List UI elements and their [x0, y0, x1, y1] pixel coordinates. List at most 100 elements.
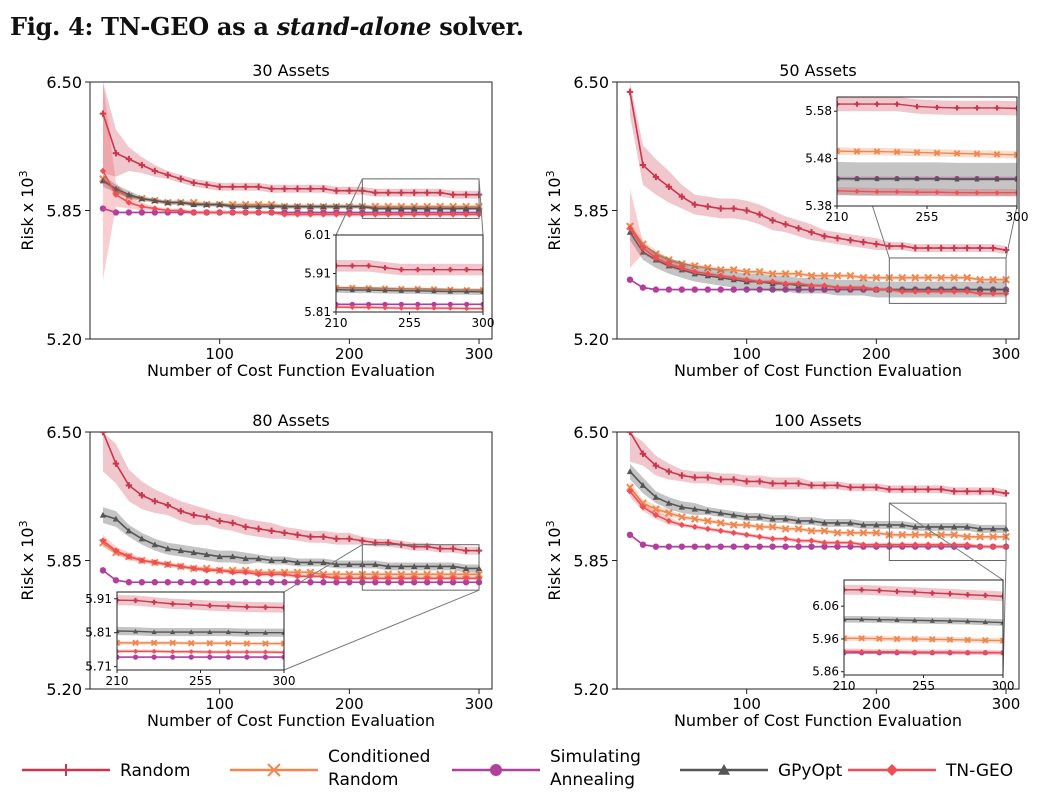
inset-point-random: [974, 105, 980, 111]
main-point-random: [769, 480, 776, 487]
main-point-tn-geo: [436, 211, 444, 218]
legend-marker: [490, 764, 502, 776]
inset-band-random: [336, 260, 483, 276]
main-point-tn-geo: [242, 209, 249, 216]
inset-point-random: [244, 604, 250, 610]
main-point-tn-geo: [138, 203, 146, 210]
inset-plot-area: [843, 579, 1004, 676]
inset-point-tn-geo: [1014, 190, 1017, 196]
main-point-conditioned-random: [833, 271, 842, 280]
inset-point-random: [994, 105, 1000, 111]
inset-x-tick-label: 300: [1006, 210, 1029, 224]
legend-label: TN-GEO: [945, 761, 1013, 781]
main-point-conditioned-random: [859, 273, 868, 282]
inset-point-gpyopt: [965, 618, 971, 624]
main-point-random: [808, 229, 815, 236]
main-point-random: [436, 189, 444, 196]
inset-series-group: [117, 595, 284, 660]
zoom-connector: [478, 178, 484, 236]
inset-line-gpyopt: [336, 288, 483, 293]
inset-point-gpyopt: [947, 618, 953, 624]
x-tick-label: 100: [732, 345, 761, 363]
main-point-conditioned-random: [820, 526, 829, 535]
main-point-gpyopt: [769, 515, 776, 522]
x-tick-label: 200: [335, 345, 364, 363]
main-band-random: [102, 432, 480, 555]
main-point-gpyopt: [320, 559, 327, 566]
main-point-simulating-annealing: [99, 205, 107, 212]
main-point-gpyopt: [281, 557, 288, 564]
main-point-simulating-annealing: [462, 579, 470, 586]
main-point-random: [294, 531, 301, 538]
inset-point-conditioned-random: [1013, 151, 1017, 159]
inset-y-tick-label: 5.71: [85, 660, 112, 674]
main-point-gpyopt: [410, 563, 418, 569]
main-point-gpyopt: [307, 203, 314, 210]
main-point-random: [937, 244, 945, 252]
inset-point-gpyopt: [894, 617, 900, 623]
figure-title: Fig. 4: TN-GEO as a stand-alone solver.: [10, 12, 524, 41]
main-point-simulating-annealing: [756, 543, 763, 550]
main-point-gpyopt: [255, 203, 262, 210]
main-point-random: [125, 482, 133, 489]
inset-x-tick-label: 210: [826, 210, 849, 224]
main-point-random: [281, 529, 288, 537]
figure-title-emphasis: stand-alone: [276, 12, 432, 41]
main-point-simulating-annealing: [138, 579, 146, 586]
main-point-gpyopt: [847, 519, 854, 526]
inset-point-conditioned-random: [837, 147, 841, 155]
inset-point-random: [464, 267, 470, 273]
inset-point-tn-geo: [934, 189, 940, 195]
inset-point-tn-geo: [912, 649, 918, 655]
inset-point-random: [874, 101, 880, 107]
inset-y-tick-label: 5.91: [304, 267, 331, 281]
main-point-random: [717, 205, 724, 212]
inset-point-random: [382, 265, 388, 271]
main-line-gpyopt: [102, 514, 480, 570]
inset-point-random: [876, 587, 882, 594]
main-point-simulating-annealing: [730, 286, 737, 293]
main-point-conditioned-random: [345, 570, 354, 579]
main-point-random: [190, 511, 197, 519]
inset-point-conditioned-random: [117, 639, 121, 647]
inset-point-tn-geo: [336, 304, 339, 310]
main-point-random: [639, 450, 647, 457]
inset-point-simulating-annealing: [415, 301, 421, 307]
main-point-random: [782, 221, 789, 228]
main-point-random: [950, 244, 958, 252]
main-point-conditioned-random: [989, 532, 997, 541]
inset-point-random: [914, 103, 920, 110]
main-point-gpyopt: [177, 199, 184, 206]
main-point-random: [203, 513, 210, 521]
main-point-simulating-annealing: [151, 209, 159, 216]
main-point-gpyopt: [626, 468, 634, 475]
main-point-random: [177, 175, 184, 183]
inset-point-conditioned-random: [150, 639, 158, 647]
main-point-tn-geo: [665, 517, 673, 525]
legend-label-line: Random: [328, 770, 398, 790]
main-point-random: [281, 185, 288, 192]
inset-point-tn-geo: [170, 649, 176, 655]
main-point-simulating-annealing: [821, 543, 828, 550]
x-tick-label: 200: [862, 695, 891, 713]
inset-point-gpyopt: [382, 287, 388, 293]
main-point-conditioned-random: [976, 275, 985, 284]
y-tick-label: 5.20: [573, 330, 609, 349]
inset-point-conditioned-random: [876, 635, 883, 642]
main-point-gpyopt: [449, 563, 457, 569]
inset-x-tick-label: 210: [106, 674, 129, 688]
main-band-random: [629, 432, 1007, 498]
zoom-connector: [1002, 560, 1007, 676]
main-point-gpyopt: [229, 203, 236, 210]
main-point-simulating-annealing: [203, 579, 210, 586]
main-point-random: [873, 240, 880, 248]
inset-point-conditioned-random: [858, 635, 865, 642]
zoom-region-box: [888, 257, 1007, 304]
inset-point-conditioned-random: [243, 640, 251, 647]
inset-point-tn-geo: [929, 649, 935, 655]
main-point-random: [652, 173, 660, 181]
main-point-random: [665, 468, 673, 475]
main-point-gpyopt: [834, 519, 841, 526]
main-point-simulating-annealing: [678, 543, 686, 550]
main-point-simulating-annealing: [99, 567, 107, 574]
